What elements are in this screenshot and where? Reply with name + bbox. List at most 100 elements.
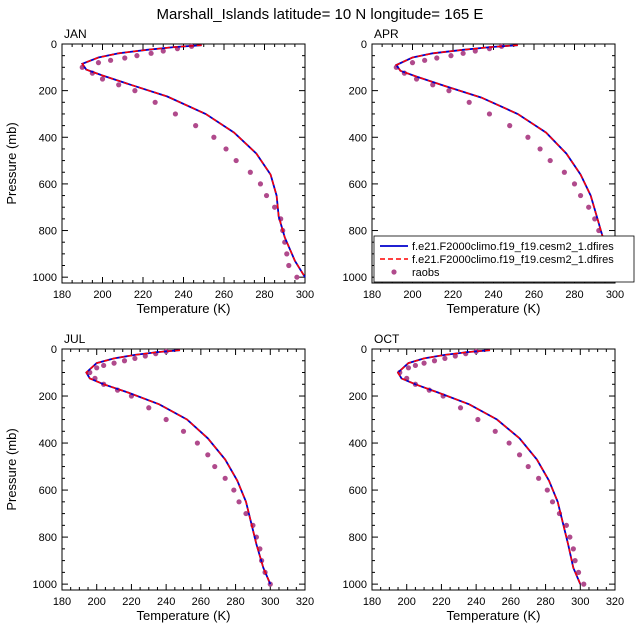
raobs-point — [434, 55, 440, 61]
raobs-point — [247, 169, 253, 175]
panel-oct: 180 200 220 240 260 280 300 320 0 200 400 600 800 100… — [343, 332, 625, 623]
raobs-point — [581, 581, 587, 587]
raobs-markers — [87, 348, 273, 587]
raobs-point — [586, 204, 592, 210]
y-tick-label: 0 — [51, 344, 57, 356]
raobs-point — [148, 50, 154, 56]
raobs-point — [448, 53, 454, 59]
model-line-solid — [80, 44, 306, 278]
x-axis-label: Temperature (K) — [447, 608, 541, 623]
legend-box — [373, 235, 635, 283]
raobs-point — [233, 157, 239, 164]
raobs-point — [571, 181, 578, 187]
legend-marker — [391, 269, 397, 275]
raobs-point — [405, 365, 412, 371]
x-tick-label: 240 — [484, 289, 502, 301]
raobs-point — [160, 48, 166, 54]
raobs-point — [475, 416, 481, 423]
y-tick-label: 1000 — [343, 272, 367, 284]
raobs-point — [544, 487, 550, 493]
panel-label: JUL — [64, 332, 86, 346]
raobs-point — [116, 82, 122, 88]
x-tick-label: 200 — [398, 596, 416, 608]
legend-label: f.e21.F2000climo.f19_f19.cesm2_1.dfires — [412, 241, 614, 253]
x-tick-label: 240 — [467, 596, 485, 608]
raobs-point — [537, 146, 543, 152]
y-tick-label: 200 — [39, 86, 57, 98]
raobs-markers — [397, 348, 587, 587]
x-tick-label: 180 — [363, 289, 381, 301]
raobs-point — [211, 134, 217, 140]
x-tick-label: 280 — [255, 289, 273, 301]
x-tick-label: 320 — [606, 596, 624, 608]
y-tick-label: 800 — [39, 226, 57, 238]
y-axis-label: Pressure (mb) — [4, 428, 19, 510]
y-tick-label: 400 — [349, 438, 367, 450]
x-tick-label: 260 — [192, 596, 210, 608]
raobs-point — [516, 452, 523, 458]
y-tick-label: 200 — [349, 391, 367, 403]
y-tick-label: 800 — [349, 226, 367, 238]
x-axis-label: Temperature (K) — [447, 301, 541, 316]
x-tick-label: 220 — [432, 596, 450, 608]
raobs-point — [99, 76, 106, 82]
x-tick-label: 320 — [296, 596, 314, 608]
y-tick-label: 1000 — [33, 579, 57, 591]
raobs-point — [452, 353, 458, 359]
x-axis-label: Temperature (K) — [137, 608, 231, 623]
raobs-point — [492, 428, 498, 434]
raobs-point — [284, 251, 290, 257]
x-tick-label: 260 — [525, 289, 543, 301]
raobs-markers — [79, 43, 300, 280]
raobs-point — [212, 463, 218, 470]
y-tick-label: 200 — [39, 391, 57, 403]
raobs-point — [409, 60, 416, 66]
raobs-point — [567, 534, 573, 540]
raobs-point — [525, 134, 531, 140]
y-tick-label: 0 — [51, 39, 57, 51]
model-line-dashed — [81, 44, 306, 278]
panel-label: JAN — [64, 27, 87, 41]
y-tick-label: 800 — [349, 532, 367, 544]
raobs-point — [547, 157, 553, 164]
raobs-point — [180, 428, 187, 434]
raobs-point — [231, 487, 237, 493]
legend-label: raobs — [412, 267, 440, 279]
raobs-point — [570, 546, 576, 552]
y-tick-label: 800 — [39, 532, 57, 544]
raobs-point — [243, 510, 249, 517]
raobs-point — [94, 365, 100, 371]
x-tick-label: 180 — [53, 596, 71, 608]
legend: f.e21.F2000climo.f19_f19.cesm2_1.dfiresf… — [373, 235, 635, 283]
raobs-point — [121, 358, 128, 364]
raobs-point — [111, 360, 117, 366]
x-tick-label: 280 — [536, 596, 554, 608]
raobs-point — [442, 355, 448, 362]
raobs-point — [422, 57, 428, 63]
raobs-point — [431, 358, 438, 364]
panel-label: APR — [374, 27, 399, 41]
x-tick-label: 220 — [134, 289, 152, 301]
x-tick-label: 240 — [174, 289, 192, 301]
y-tick-label: 600 — [39, 485, 57, 497]
x-axis-label: Temperature (K) — [137, 301, 231, 316]
raobs-point — [561, 169, 567, 175]
model-line-dashed — [395, 44, 616, 278]
y-tick-label: 400 — [349, 132, 367, 144]
figure-title: Marshall_Islands latitude= 10 N longitud… — [157, 6, 484, 23]
raobs-point — [134, 53, 140, 59]
model-line-dashed — [397, 349, 581, 585]
y-tick-label: 400 — [39, 132, 57, 144]
panel-jan: 180 200 220 240 260 280 300 0 200 400 600 800 1000 JA… — [4, 27, 314, 316]
x-tick-label: 300 — [261, 596, 279, 608]
y-tick-label: 0 — [361, 39, 367, 51]
raobs-point — [536, 475, 542, 481]
raobs-point — [263, 192, 270, 199]
y-tick-label: 0 — [361, 344, 367, 356]
y-axis-label: Pressure (mb) — [4, 122, 19, 204]
legend-label: f.e21.F2000climo.f19_f19.cesm2_1.dfires — [412, 254, 614, 266]
y-tick-label: 600 — [39, 179, 57, 191]
raobs-point — [466, 99, 472, 105]
raobs-point — [236, 499, 242, 505]
